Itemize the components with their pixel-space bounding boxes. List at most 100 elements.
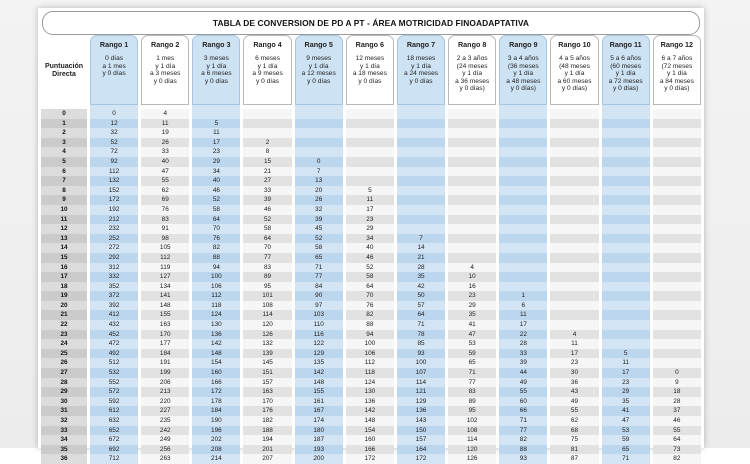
pt-value-cell xyxy=(396,185,446,196)
pt-value-cell xyxy=(448,166,497,177)
pt-value-cell xyxy=(601,118,650,129)
pt-value-cell: 232 xyxy=(90,224,139,234)
pd-value-cell: 29 xyxy=(41,387,87,397)
pt-value-cell: 43 xyxy=(550,387,599,397)
pt-value-cell xyxy=(396,176,446,186)
pt-value-cell: 108 xyxy=(448,425,497,436)
range-age-line: y 0 días) xyxy=(510,85,536,93)
pt-value-cell xyxy=(396,128,446,138)
pt-value-cell: 77 xyxy=(448,377,497,388)
range-age-line: 3 meses xyxy=(203,55,229,63)
pt-value-cell: 93 xyxy=(499,454,548,464)
pt-value-cell xyxy=(448,109,497,119)
pt-value-cell xyxy=(396,109,446,119)
table-row: 22 432 163 130 120 110 88 71 41 17 xyxy=(41,320,701,330)
pt-value-cell: 23 xyxy=(550,358,599,369)
pt-value-cell: 332 xyxy=(90,272,139,282)
pt-value-cell: 4 xyxy=(141,109,190,119)
pt-value-cell xyxy=(652,291,701,301)
pt-value-cell: 70 xyxy=(192,224,241,234)
pt-value-cell: 55 xyxy=(652,425,701,436)
pt-value-cell: 13 xyxy=(294,176,343,186)
pt-value-cell: 49 xyxy=(550,396,599,407)
pd-value-cell: 17 xyxy=(41,272,87,282)
pt-value-cell: 227 xyxy=(141,406,190,416)
pd-value-cell: 28 xyxy=(41,377,87,388)
pt-value-cell: 65 xyxy=(294,252,343,263)
range-header-8: Rango 8 2 a 3 años (24 meses y 1 día a 36 me… xyxy=(448,35,497,105)
range-age-line: a 6 meses xyxy=(201,70,232,78)
pt-value-cell xyxy=(448,156,497,167)
pt-value-cell: 129 xyxy=(294,348,343,359)
pt-value-cell xyxy=(499,166,548,177)
pt-value-cell xyxy=(345,166,394,177)
table-row: 10 192 76 58 46 32 17 xyxy=(41,204,701,215)
pt-value-cell: 472 xyxy=(90,339,139,349)
range-name: Rango 10 xyxy=(558,40,591,49)
pt-value-cell xyxy=(550,118,599,129)
pt-value-cell: 292 xyxy=(90,252,139,263)
pt-value-cell xyxy=(652,195,701,205)
table-row: 9 172 69 52 39 26 11 xyxy=(41,195,701,205)
pt-value-cell xyxy=(601,281,650,292)
pt-value-cell: 106 xyxy=(192,281,241,292)
pd-value-cell: 6 xyxy=(41,166,87,177)
pt-value-cell: 100 xyxy=(192,272,241,282)
pt-value-cell: 77 xyxy=(499,425,548,436)
pt-value-cell xyxy=(396,147,446,157)
pt-value-cell xyxy=(396,204,446,215)
pt-value-cell: 132 xyxy=(90,176,139,186)
table-row: 31 612 227 184 176 167 142 136 95 66 55 41 37 xyxy=(41,406,701,416)
pt-value-cell: 59 xyxy=(448,348,497,359)
pt-value-cell: 39 xyxy=(294,214,343,225)
range-age-line: y 1 día xyxy=(513,70,534,78)
pt-value-cell: 26 xyxy=(294,195,343,205)
range-age-line: y 1 día xyxy=(564,70,585,78)
pt-value-cell: 46 xyxy=(652,416,701,426)
range-age-line: y 0 días) xyxy=(612,85,639,93)
range-age-line: y 1 día xyxy=(411,62,431,70)
pt-value-cell: 88 xyxy=(192,252,241,263)
pd-value-cell: 9 xyxy=(41,195,87,205)
range-age-line: a 3 meses xyxy=(150,70,181,78)
pt-value-cell: 612 xyxy=(90,406,139,416)
pt-value-cell xyxy=(345,176,394,186)
pt-value-cell: 235 xyxy=(141,416,190,426)
range-age-line: y 1 día xyxy=(359,62,380,70)
pt-value-cell: 83 xyxy=(141,214,190,225)
pt-value-cell: 52 xyxy=(192,195,241,205)
pt-value-cell: 39 xyxy=(243,195,292,205)
pt-value-cell: 187 xyxy=(294,435,343,445)
pt-value-cell: 60 xyxy=(499,396,548,407)
pt-value-cell: 45 xyxy=(294,224,343,234)
pt-value-cell: 52 xyxy=(345,262,394,273)
pd-value-cell: 30 xyxy=(41,396,87,407)
spacer-cell xyxy=(90,105,139,109)
pt-value-cell: 572 xyxy=(90,387,139,397)
pt-value-cell xyxy=(652,118,701,129)
pt-value-cell: 172 xyxy=(396,454,446,464)
pt-value-cell: 163 xyxy=(141,320,190,330)
pd-value-cell: 14 xyxy=(41,243,87,253)
pt-value-cell: 372 xyxy=(90,291,139,301)
pt-value-cell: 114 xyxy=(243,310,292,321)
pt-value-cell xyxy=(601,214,650,225)
pt-value-cell: 145 xyxy=(243,358,292,369)
pt-value-cell: 0 xyxy=(90,109,139,119)
table-row: 26 512 191 154 145 135 112 100 65 39 23 11 xyxy=(41,358,701,369)
range-age-line: y 1 día xyxy=(308,62,329,70)
pt-value-cell xyxy=(499,224,548,234)
range-header-5: Rango 5 9 meses y 1 día a 12 meses y 0 días xyxy=(294,35,343,105)
range-age-line: y 0 días) xyxy=(561,85,588,93)
pt-value-cell: 11 xyxy=(345,195,394,205)
pt-value-cell: 161 xyxy=(294,396,343,407)
range-age-line: a 9 meses xyxy=(252,70,283,78)
table-row: 19 372 141 112 101 90 70 50 23 1 xyxy=(41,291,701,301)
pt-value-cell: 249 xyxy=(141,435,190,445)
table-row: 15 292 112 88 77 65 46 21 xyxy=(41,252,701,263)
pt-value-cell: 87 xyxy=(550,454,599,464)
pt-value-cell: 32 xyxy=(90,128,139,138)
pt-value-cell: 172 xyxy=(345,454,394,464)
range-age-line: 0 días xyxy=(105,55,124,63)
pt-value-cell: 312 xyxy=(90,262,139,273)
